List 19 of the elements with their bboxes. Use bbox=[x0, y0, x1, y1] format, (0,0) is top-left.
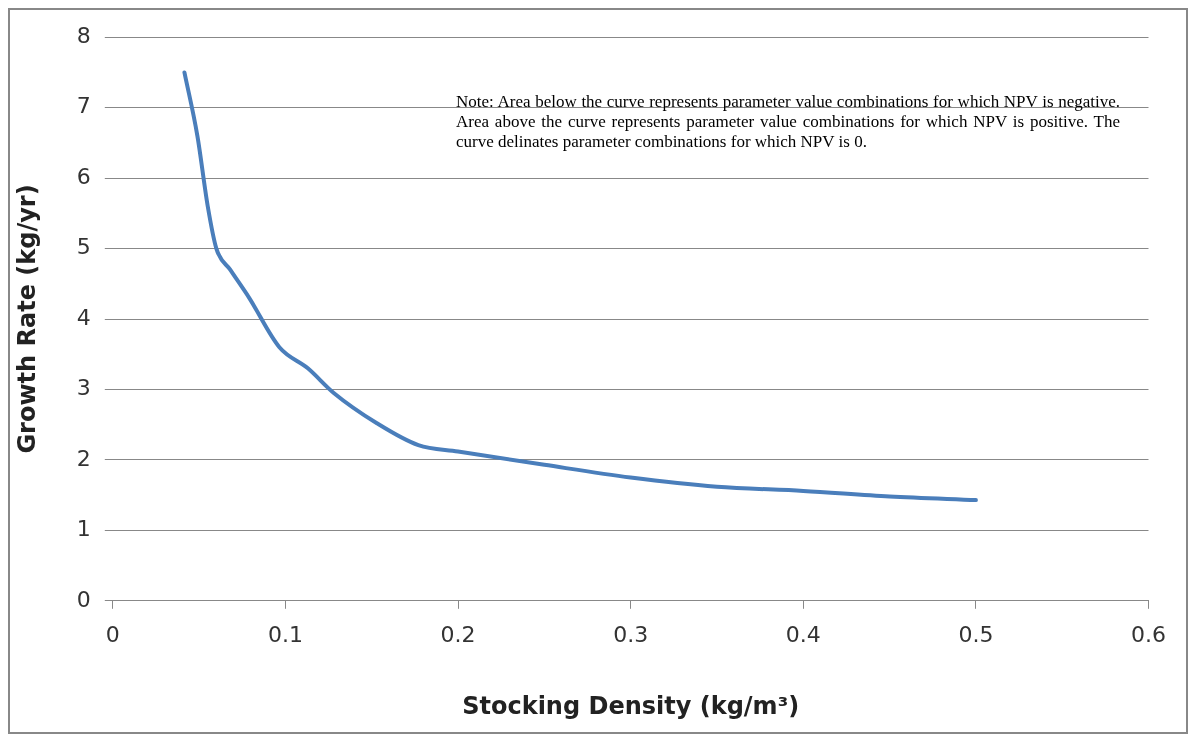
annotation: Note: Area below the curve represents parameter value combinations for which NPV is negative. Area above the curve represents parameter value combinations for which NPV is positive. The curve delinates parameter combinations for which NPV is 0. bbox=[456, 92, 1120, 152]
x-tick-label: 0.3 bbox=[613, 621, 649, 647]
x-tick-label: 0.4 bbox=[785, 621, 821, 647]
x-tick-label: 0 bbox=[105, 621, 120, 647]
y-axis-title: Growth Rate (kg/yr) bbox=[12, 184, 41, 454]
y-tick-label: 7 bbox=[76, 93, 91, 119]
x-axis-title: Stocking Density (kg/m³) bbox=[462, 691, 800, 720]
x-tick-label: 0.1 bbox=[267, 621, 303, 647]
y-tick-label: 5 bbox=[76, 234, 91, 260]
y-tick-label: 3 bbox=[76, 375, 91, 401]
y-tick-label: 0 bbox=[76, 586, 91, 612]
y-tick-label: 6 bbox=[76, 163, 91, 189]
x-tick-label: 0.2 bbox=[440, 621, 476, 647]
y-tick-label: 4 bbox=[76, 304, 91, 330]
x-tick-label: 0.5 bbox=[958, 621, 994, 647]
y-tick-label: 1 bbox=[76, 516, 91, 542]
y-tick-label: 8 bbox=[76, 22, 91, 48]
y-tick-label: 2 bbox=[76, 445, 91, 471]
x-tick-label: 0.6 bbox=[1131, 621, 1167, 647]
